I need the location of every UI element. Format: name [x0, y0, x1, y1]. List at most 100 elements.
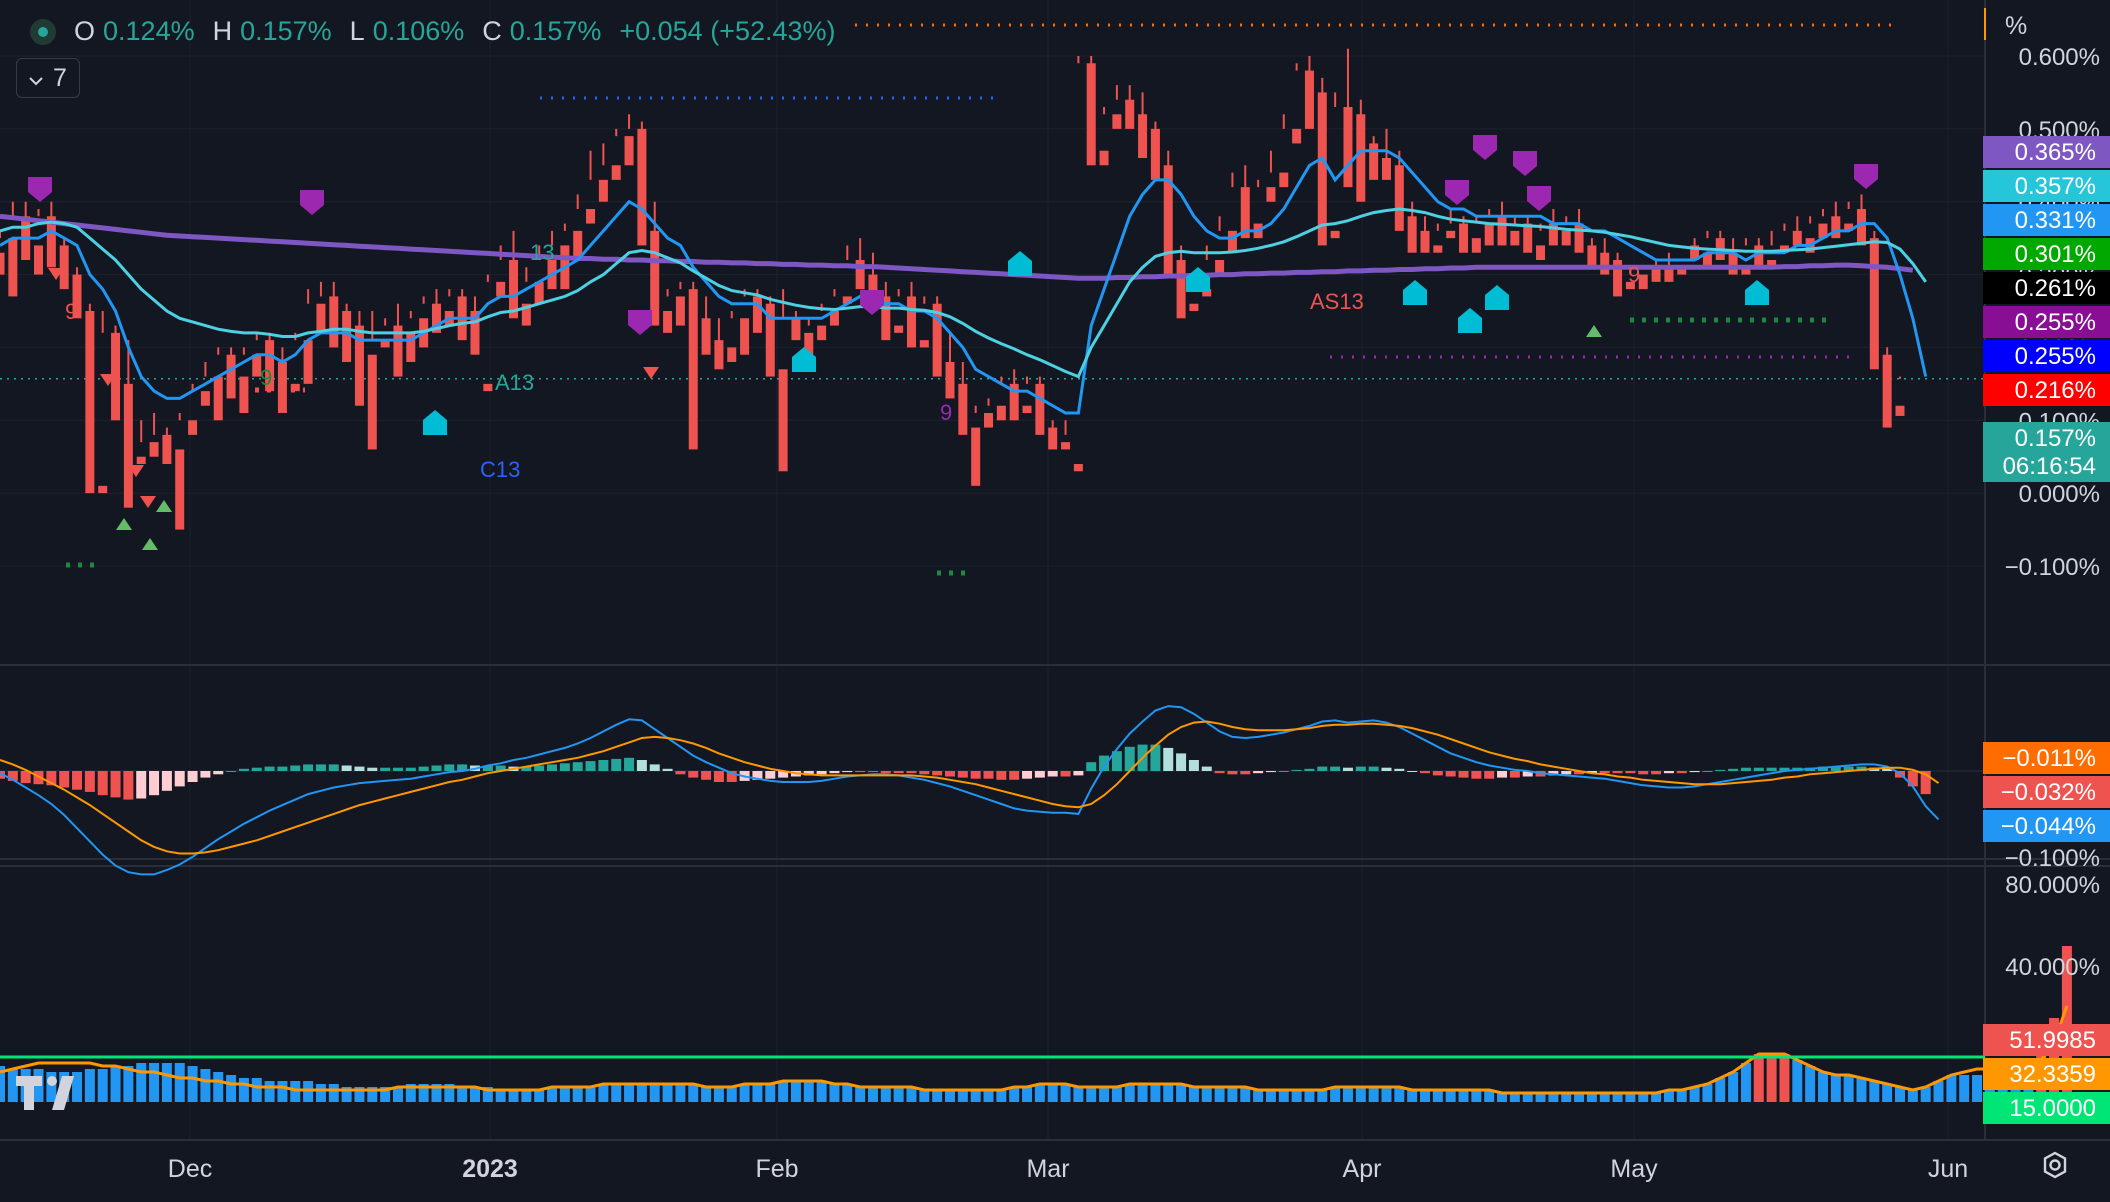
adx-histogram-bar: [1586, 1093, 1597, 1102]
candle: [842, 245, 852, 304]
macd-histogram-bar: [893, 771, 904, 774]
candle: [303, 289, 313, 384]
candle: [1754, 238, 1764, 268]
candle: [945, 332, 955, 399]
candle-body: [1086, 63, 1096, 166]
candle-body: [1369, 143, 1379, 180]
macd-histogram-bar: [867, 771, 878, 773]
buy-signal-marker: [1745, 280, 1769, 305]
macd-histogram-bar: [585, 761, 596, 771]
candle-body: [342, 311, 352, 362]
candle-body: [1754, 245, 1764, 268]
down-triangle-marker: [643, 367, 659, 379]
candle-body: [123, 383, 133, 508]
adx-histogram-bar: [803, 1081, 814, 1102]
time-axis[interactable]: Dec 2023 Feb Mar Apr May Jun: [168, 1155, 1968, 1183]
adx-histogram-bar: [1227, 1087, 1238, 1102]
candle: [1150, 121, 1160, 180]
candle: [1702, 230, 1712, 268]
macd-histogram-bar: [1599, 771, 1610, 774]
candle-body: [393, 325, 403, 377]
macd-histogram-bar: [1830, 766, 1841, 771]
candle: [1061, 420, 1071, 450]
candle-body: [1048, 427, 1058, 450]
candle-body: [406, 332, 416, 362]
candle: [1677, 267, 1687, 275]
settings-gear-icon[interactable]: [2040, 1150, 2070, 1185]
adx-histogram-bar: [380, 1087, 391, 1102]
candle-body: [1163, 165, 1173, 275]
macd-histogram-bar: [919, 771, 930, 775]
buy-signal-marker: [792, 347, 816, 372]
macd-histogram-bar: [1702, 771, 1713, 772]
candle: [1818, 209, 1828, 239]
macd-histogram-bar: [1176, 753, 1187, 771]
macd-histogram-bar: [1163, 747, 1174, 771]
candle: [1138, 92, 1148, 158]
candle-body: [804, 332, 814, 355]
macd-histogram-bar: [418, 766, 429, 771]
adx-histogram-bar: [84, 1069, 95, 1102]
candle-body: [1009, 383, 1019, 421]
macd-histogram-bar: [1201, 766, 1212, 771]
adx-histogram-bar: [880, 1087, 891, 1102]
candle: [1792, 216, 1802, 246]
adx-histogram-bar: [1009, 1087, 1020, 1102]
price-axis[interactable]: 0.600%0.500%0.400%0.300%0.200%0.100%0.00…: [1983, 8, 2110, 1124]
macd-histogram-bar: [123, 771, 134, 800]
adx-value-bg: [1983, 1092, 2110, 1124]
adx-histogram-bar: [149, 1063, 160, 1102]
adx-histogram-bar: [508, 1090, 519, 1102]
candle-body: [470, 311, 480, 355]
macd-histogram-bar: [534, 765, 545, 771]
adx-histogram-bar: [675, 1084, 686, 1102]
adx-histogram-bar: [0, 1066, 5, 1102]
candle: [1767, 230, 1777, 268]
price-pane[interactable]: 9 A13 C13 13 9 AS13 9 9: [0, 23, 1985, 576]
macd-pane[interactable]: [0, 705, 1985, 876]
low-value: 0.106%: [372, 16, 465, 46]
adx-histogram-bar: [200, 1069, 211, 1102]
candle-body: [1420, 230, 1430, 253]
candle: [598, 143, 608, 202]
adx-histogram-bar: [161, 1063, 172, 1102]
macd-histogram-bar: [752, 771, 763, 780]
candle-body: [765, 303, 775, 377]
candle-body: [200, 391, 210, 406]
adx-histogram-bar: [1638, 1093, 1649, 1102]
indicators-collapse-button[interactable]: 7: [16, 58, 80, 98]
adx-histogram-bar: [713, 1087, 724, 1102]
adx-histogram-bar: [1792, 1060, 1803, 1102]
tradingview-logo-icon[interactable]: [14, 1074, 86, 1117]
macd-histogram-bar: [1574, 771, 1585, 775]
high-value: 0.157%: [240, 16, 332, 46]
adx-histogram-bar: [1779, 1054, 1790, 1102]
adx-value-text: 51.9985: [2009, 1027, 2096, 1054]
candle: [98, 311, 108, 494]
macd-histogram-bar: [649, 764, 660, 771]
adx-histogram-bar: [495, 1090, 506, 1102]
price-label-badge: 0.331%: [1983, 204, 2110, 236]
candle-body: [727, 347, 737, 362]
candle-body: [521, 303, 531, 326]
candle-body: [1548, 223, 1558, 246]
adx-histogram-bar: [7, 1069, 18, 1102]
down-triangle-marker: [48, 268, 64, 280]
candle-body: [59, 245, 69, 290]
annotation-label: 9: [940, 400, 952, 425]
adx-histogram-bar: [1060, 1084, 1071, 1102]
adx-histogram-bar: [739, 1084, 750, 1102]
adx-histogram-bar: [816, 1081, 827, 1102]
adx-histogram-bar: [174, 1063, 185, 1102]
adx-histogram-bar: [251, 1078, 262, 1102]
macd-histogram-bar: [1740, 767, 1751, 771]
symbol-status-icon[interactable]: [30, 18, 56, 45]
macd-histogram-bar: [97, 771, 108, 796]
macd-histogram-bar: [1330, 766, 1341, 771]
candle-body: [188, 420, 198, 435]
adx-histogram-bar: [187, 1066, 198, 1102]
price-label-badge: 0.357%: [1983, 170, 2110, 202]
candle-body: [496, 281, 506, 297]
